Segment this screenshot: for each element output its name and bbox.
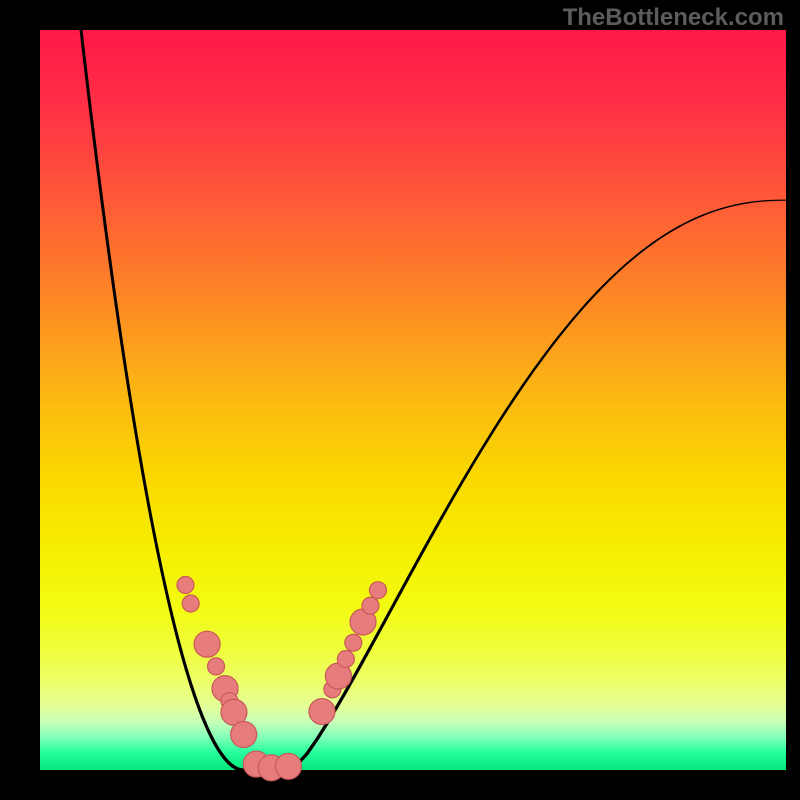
chart-container: TheBottleneck.com: [0, 0, 800, 800]
marker-point: [177, 577, 194, 594]
v-curve: [81, 30, 786, 770]
marker-point: [194, 631, 220, 657]
curve-layer: [0, 0, 800, 800]
marker-point: [182, 595, 199, 612]
marker-point: [309, 699, 335, 725]
markers-group: [177, 577, 386, 781]
marker-point: [275, 753, 301, 779]
marker-point: [231, 721, 257, 747]
watermark-text: TheBottleneck.com: [563, 4, 784, 32]
marker-point: [345, 634, 362, 651]
marker-point: [369, 582, 386, 599]
marker-point: [208, 658, 225, 675]
marker-point: [362, 597, 379, 614]
marker-point: [337, 651, 354, 668]
